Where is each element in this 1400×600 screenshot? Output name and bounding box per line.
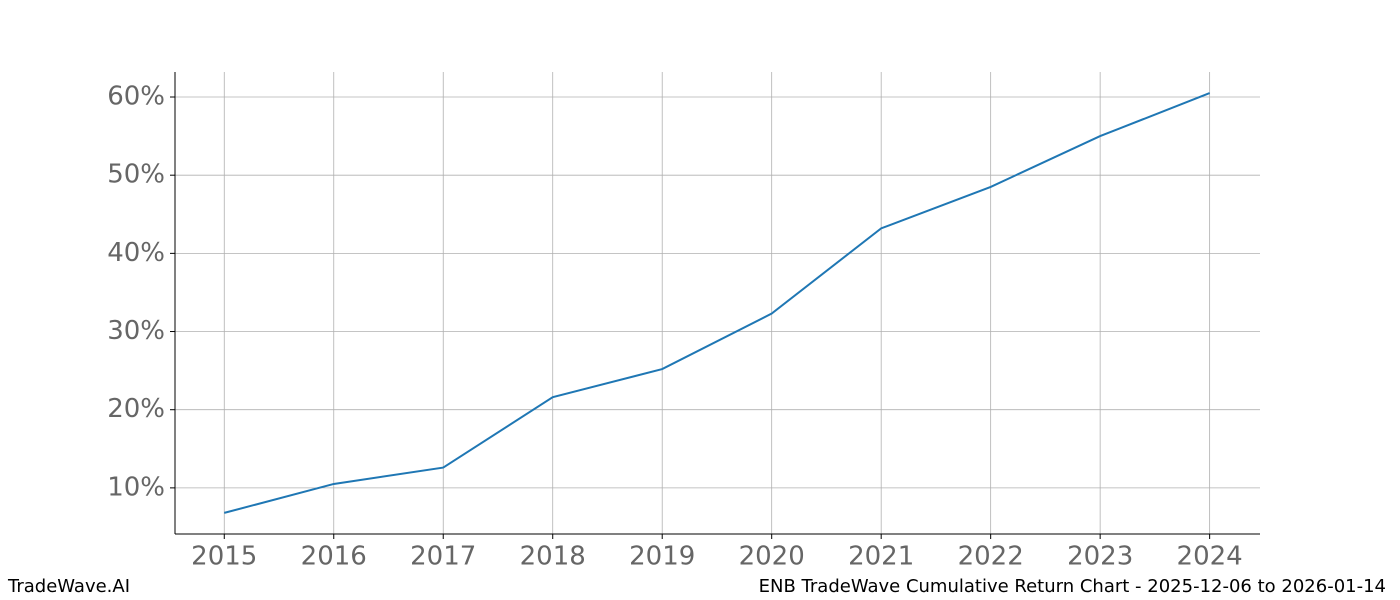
x-tick-label: 2024 <box>1177 542 1243 572</box>
x-tick-label: 2020 <box>739 542 805 572</box>
line <box>224 92 1211 514</box>
x-tick-label: 2019 <box>629 542 695 572</box>
y-tick-label: 60% <box>107 82 165 112</box>
y-tick-label: 50% <box>107 160 165 190</box>
footer-right: ENB TradeWave Cumulative Return Chart - … <box>759 576 1386 597</box>
y-tick-label: 40% <box>107 238 165 268</box>
y-tick-label: 20% <box>107 394 165 424</box>
x-tick-label: 2018 <box>520 542 586 572</box>
y-tick-label: 10% <box>107 472 165 502</box>
footer-left: TradeWave.AI <box>7 576 130 597</box>
x-tick-label: 2016 <box>301 542 367 572</box>
x-tick-label: 2021 <box>848 542 914 572</box>
x-tick-label: 2022 <box>958 542 1024 572</box>
y-tick-label: 30% <box>107 316 165 346</box>
x-tick-label: 2023 <box>1067 542 1133 572</box>
x-tick-label: 2017 <box>410 542 476 572</box>
x-tick-label: 2015 <box>191 542 257 572</box>
